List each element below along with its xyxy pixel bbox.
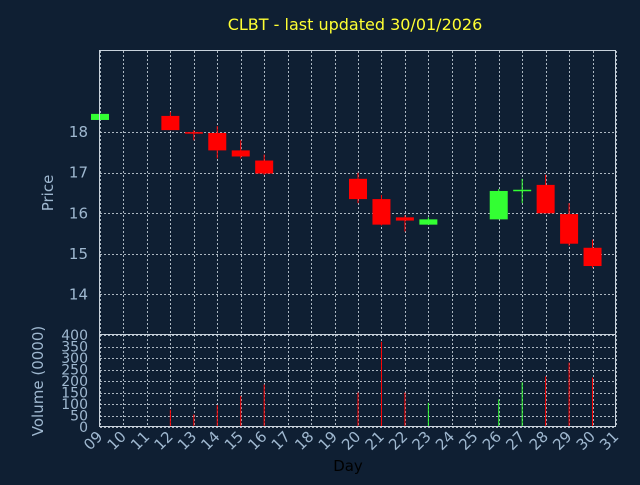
price-tick-labels: 14 15 16 17 18 [69, 123, 88, 303]
x-tick-label: 25 [455, 428, 481, 454]
price-tick-label: 17 [69, 164, 88, 182]
price-axis-label: Price [39, 175, 57, 212]
candle-body [536, 184, 555, 214]
candle-body [583, 247, 602, 267]
candle-body [208, 132, 227, 151]
x-tick-label: 24 [432, 428, 458, 454]
candle-body [513, 189, 532, 192]
volume-bars [169, 341, 594, 427]
x-tick-label: 12 [150, 428, 176, 454]
x-tick-label: 17 [268, 428, 294, 454]
x-axis-label: Day [333, 457, 363, 475]
x-tick-label: 29 [549, 428, 575, 454]
x-tick-labels: 0910111213141516171819202122232425262728… [80, 428, 622, 454]
candle-body [419, 219, 438, 225]
x-tick-label: 13 [174, 428, 200, 454]
x-tick-label: 30 [573, 428, 599, 454]
price-tick-label: 16 [69, 204, 88, 222]
volume-tick-label: 150 [61, 386, 88, 402]
volume-panel-frame [99, 334, 616, 427]
x-tick-label: 10 [104, 428, 130, 454]
candle-body [161, 115, 180, 131]
x-tick-label: 14 [197, 428, 223, 454]
candle-body [372, 199, 391, 225]
x-tick-label: 28 [526, 428, 552, 454]
x-tick-label: 19 [315, 428, 341, 454]
candle-body [255, 160, 274, 174]
x-tick-label: 22 [385, 428, 411, 454]
chart-title: CLBT - last updated 30/01/2026 [228, 15, 483, 34]
x-tick-label: 23 [408, 428, 434, 454]
x-tick-label: 21 [362, 428, 388, 454]
x-tick-label: 16 [244, 428, 270, 454]
volume-axis-label: Volume (0000) [29, 326, 47, 436]
candle-body [560, 214, 579, 244]
candle-body [184, 132, 203, 134]
price-tick-label: 14 [69, 285, 88, 303]
x-tick-label: 20 [338, 428, 364, 454]
candle-body [349, 178, 367, 200]
volume-tick-label: 0 [79, 420, 88, 436]
volume-tick-label: 300 [61, 351, 88, 367]
candle-body [395, 217, 414, 221]
candles [91, 111, 602, 269]
x-tick-label: 27 [502, 428, 528, 454]
x-tick-label: 15 [221, 428, 247, 454]
volume-tick-label: 350 [61, 340, 88, 356]
volume-tick-label: 250 [61, 363, 88, 379]
price-tick-label: 18 [69, 123, 88, 141]
x-tick-label: 26 [479, 428, 505, 454]
x-tick-label: 18 [291, 428, 317, 454]
x-tick-label: 11 [127, 428, 153, 454]
price-tick-label: 15 [69, 245, 88, 263]
volume-tick-label: 100 [61, 397, 88, 413]
x-tick-label: 31 [596, 428, 622, 454]
candle-body [489, 190, 508, 220]
volume-tick-label: 200 [61, 374, 88, 390]
volume-tick-label: 50 [70, 409, 88, 425]
volume-tick-label: 400 [61, 328, 88, 344]
candle-body [231, 150, 250, 157]
